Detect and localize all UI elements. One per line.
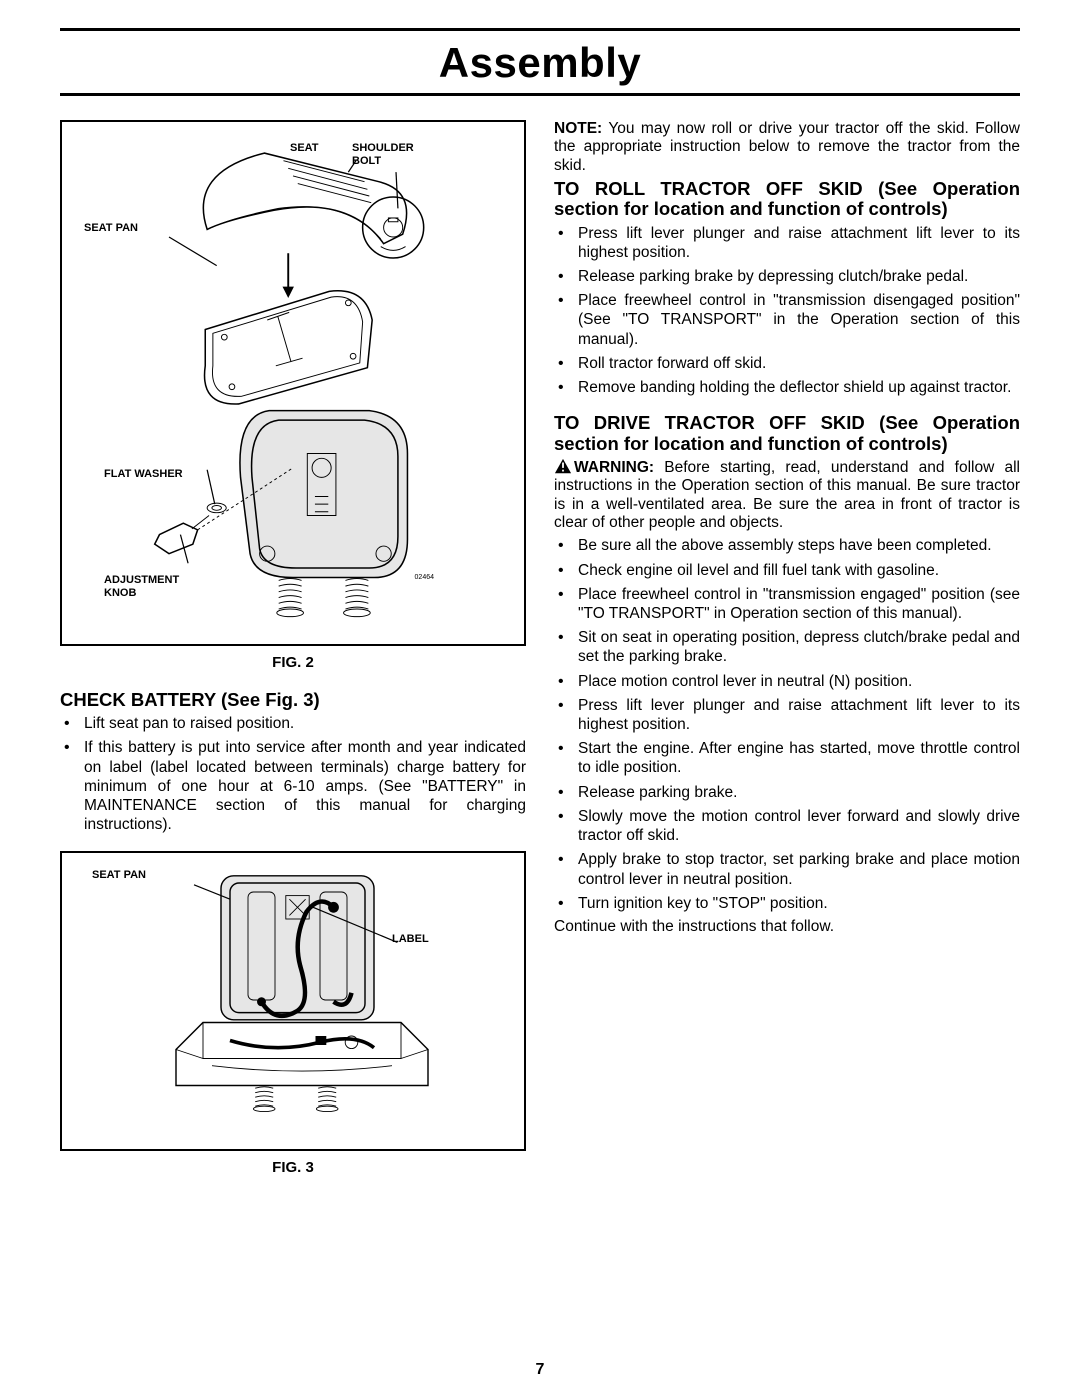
figure-3-illustration bbox=[72, 865, 514, 1135]
list-item: Apply brake to stop tractor, set parking… bbox=[554, 850, 1020, 888]
note-lead: NOTE: bbox=[554, 120, 602, 137]
fig2-label-adjustment-knob: ADJUSTMENT KNOB bbox=[104, 574, 179, 599]
list-item: Remove banding holding the deflector shi… bbox=[554, 378, 1020, 397]
list-item: Release parking brake by depressing clut… bbox=[554, 267, 1020, 286]
fig2-label-shoulder-bolt: SHOULDER BOLT bbox=[352, 142, 414, 167]
warning-icon bbox=[554, 458, 572, 474]
check-battery-heading: CHECK BATTERY (See Fig. 3) bbox=[60, 689, 526, 710]
continue-paragraph: Continue with the instructions that foll… bbox=[554, 918, 1020, 936]
two-column-layout: SEAT SHOULDER BOLT SEAT PAN FLAT WASHER … bbox=[60, 120, 1020, 1176]
figure-3-caption: FIG. 3 bbox=[60, 1159, 526, 1176]
fig3-label-label: LABEL bbox=[392, 933, 429, 946]
list-item: Slowly move the motion control lever for… bbox=[554, 807, 1020, 845]
list-item: Start the engine. After engine has start… bbox=[554, 739, 1020, 777]
roll-heading: TO ROLL TRACTOR OFF SKID (See Op­eration… bbox=[554, 179, 1020, 220]
list-item: Press lift lever plunger and raise attac… bbox=[554, 224, 1020, 262]
page-title: Assembly bbox=[60, 31, 1020, 93]
figure-2-illustration bbox=[72, 134, 514, 630]
list-item: Place freewheel control in "transmission… bbox=[554, 291, 1020, 349]
note-paragraph: NOTE: You may now roll or drive your tra… bbox=[554, 120, 1020, 175]
list-item: Be sure all the above assembly steps hav… bbox=[554, 536, 1020, 555]
right-column: NOTE: You may now roll or drive your tra… bbox=[554, 120, 1020, 1176]
fig3-label-seat-pan: SEAT PAN bbox=[92, 869, 146, 882]
warning-lead: WARNING: bbox=[574, 459, 654, 476]
warning-paragraph: WARNING: Before starting, read, understa… bbox=[554, 458, 1020, 532]
list-item: Turn ignition key to "STOP" position. bbox=[554, 894, 1020, 913]
list-item: Place motion control lever in neutral (N… bbox=[554, 672, 1020, 691]
title-rule bbox=[60, 93, 1020, 96]
list-item: Press lift lever plunger and raise attac… bbox=[554, 696, 1020, 734]
fig2-label-seat: SEAT bbox=[290, 142, 319, 155]
list-item: Place freewheel control in "transmission… bbox=[554, 585, 1020, 623]
list-item: Sit on seat in operating position, depre… bbox=[554, 628, 1020, 666]
check-battery-bullets: Lift seat pan to raised position. If thi… bbox=[60, 714, 526, 834]
list-item: If this battery is put into service afte… bbox=[60, 738, 526, 834]
roll-bullets: Press lift lever plunger and raise attac… bbox=[554, 224, 1020, 398]
figure-2-box: SEAT SHOULDER BOLT SEAT PAN FLAT WASHER … bbox=[60, 120, 526, 646]
list-item: Check engine oil level and fill fuel tan… bbox=[554, 561, 1020, 580]
drive-bullets: Be sure all the above assembly steps hav… bbox=[554, 536, 1020, 913]
fig2-label-seat-pan: SEAT PAN bbox=[84, 222, 138, 235]
figure-2-caption: FIG. 2 bbox=[60, 654, 526, 671]
list-item: Roll tractor forward off skid. bbox=[554, 354, 1020, 373]
left-column: SEAT SHOULDER BOLT SEAT PAN FLAT WASHER … bbox=[60, 120, 526, 1176]
drive-heading: TO DRIVE TRACTOR OFF SKID (See Op­eratio… bbox=[554, 413, 1020, 454]
note-body: You may now roll or drive your tractor o… bbox=[554, 120, 1020, 174]
fig2-part-number: 02464 bbox=[415, 574, 434, 582]
list-item: Release parking brake. bbox=[554, 783, 1020, 802]
list-item: Lift seat pan to raised position. bbox=[60, 714, 526, 733]
page-number: 7 bbox=[0, 1361, 1080, 1379]
fig2-label-flat-washer: FLAT WASHER bbox=[104, 468, 183, 481]
figure-3-box: SEAT PAN LABEL bbox=[60, 851, 526, 1151]
